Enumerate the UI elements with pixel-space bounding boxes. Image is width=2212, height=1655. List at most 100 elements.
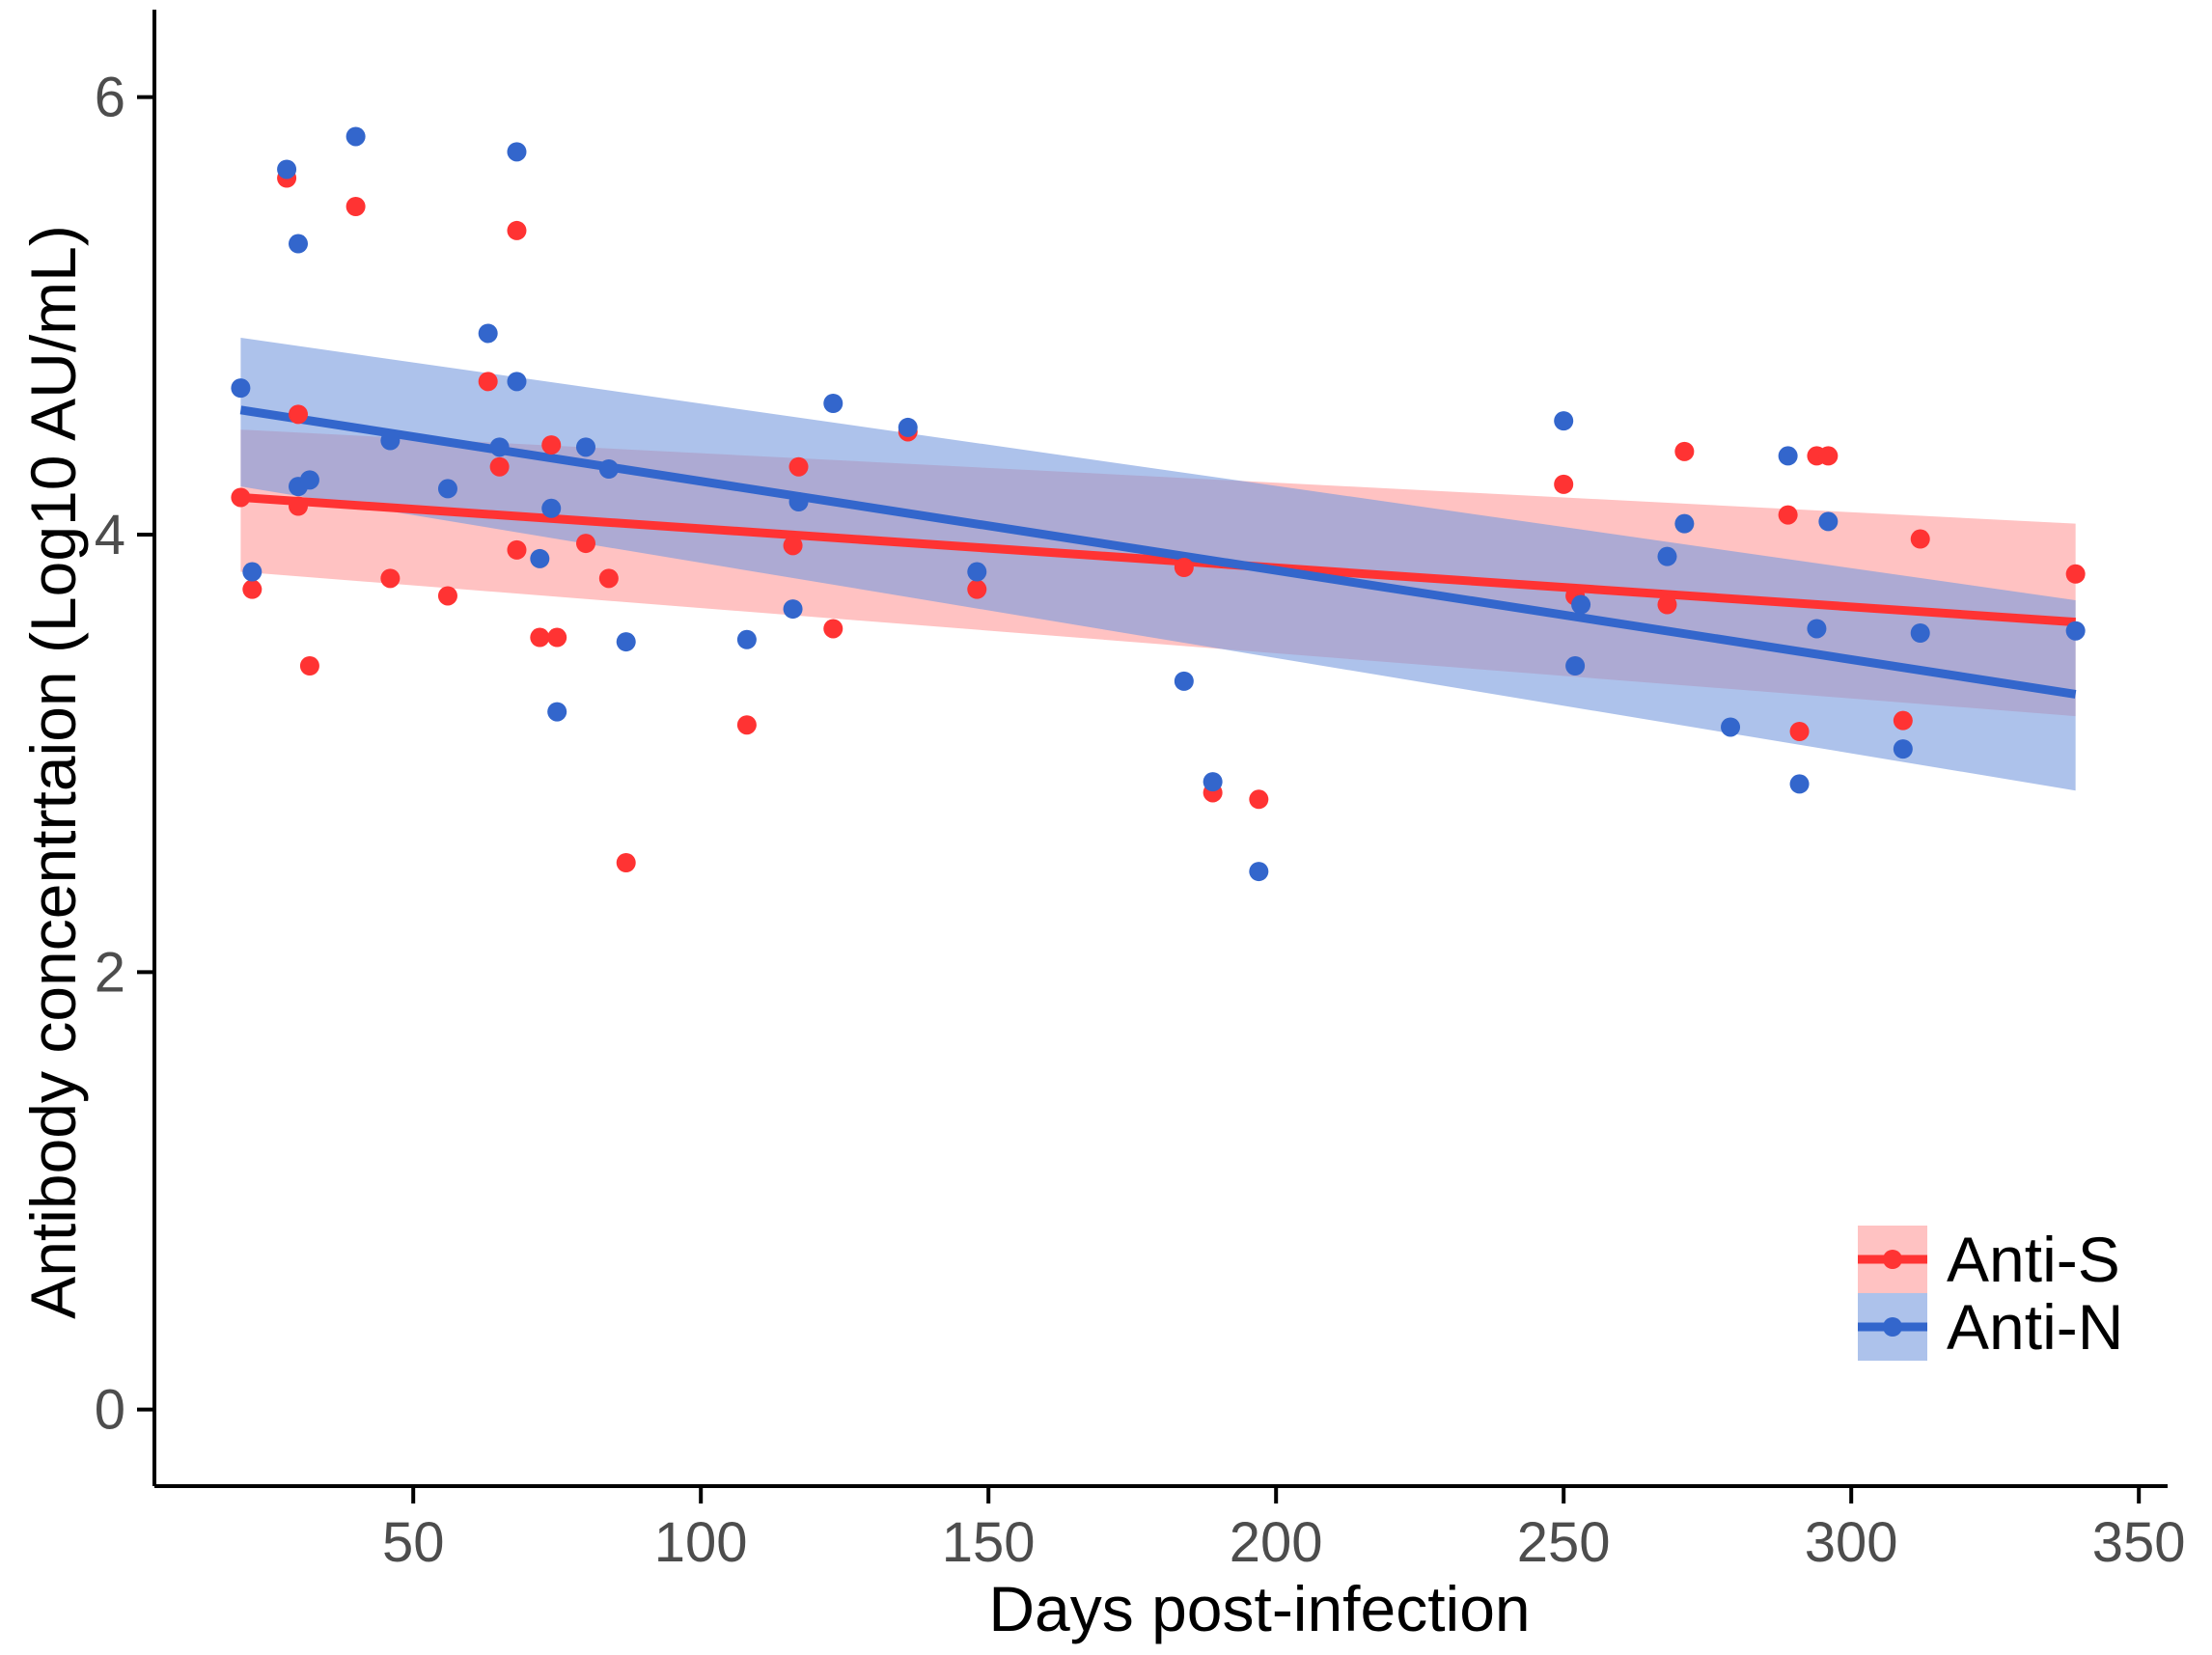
x-tick-label: 250: [1517, 1511, 1611, 1574]
point-anti-s: [736, 715, 757, 735]
point-anti-n: [346, 126, 366, 147]
point-anti-n: [530, 548, 550, 568]
y-tick-label: 4: [95, 504, 125, 566]
point-anti-n: [898, 417, 918, 437]
regression-lines: [239, 405, 2077, 699]
point-anti-n: [783, 599, 803, 620]
point-anti-n: [576, 437, 595, 457]
legend-label-anti-s: Anti-S: [1947, 1224, 2120, 1295]
point-anti-s: [289, 404, 308, 425]
axes: [152, 10, 2168, 1488]
point-anti-s: [788, 456, 809, 477]
point-anti-n: [289, 234, 308, 254]
point-anti-s: [346, 197, 366, 216]
point-anti-n: [380, 430, 401, 451]
y-axis-title: Antibody concentrtaion (Log10 AU/mL): [17, 225, 89, 1319]
point-anti-s: [289, 496, 308, 516]
point-anti-s: [478, 372, 498, 392]
point-anti-n: [788, 492, 809, 511]
point-anti-s: [1778, 505, 1798, 525]
ci-band-anti-n: [240, 338, 2076, 791]
point-anti-s: [1818, 446, 1839, 466]
point-anti-n: [1571, 594, 1591, 615]
point-anti-n: [1674, 513, 1695, 534]
point-anti-n: [541, 498, 562, 518]
x-tick-label: 150: [942, 1511, 1036, 1574]
point-anti-n: [1910, 623, 1930, 643]
point-anti-n: [1818, 511, 1839, 532]
legend-label-anti-n: Anti-N: [1947, 1291, 2123, 1363]
point-anti-n: [1789, 774, 1810, 794]
point-anti-s: [299, 656, 319, 676]
confidence-bands: [240, 338, 2076, 791]
y-tick-label: 2: [95, 941, 125, 1004]
point-anti-n: [616, 632, 636, 652]
point-anti-n: [1778, 446, 1798, 466]
point-anti-s: [967, 579, 987, 599]
point-anti-s: [1174, 558, 1194, 577]
point-anti-s: [1910, 529, 1930, 549]
x-tick-label: 300: [1805, 1511, 1898, 1574]
point-anti-s: [489, 456, 510, 477]
x-tick-label: 200: [1230, 1511, 1323, 1574]
y-tick-label: 0: [95, 1379, 125, 1442]
data-points: [231, 126, 2086, 882]
point-anti-n: [489, 437, 510, 457]
point-anti-n: [1893, 739, 1913, 759]
point-anti-s: [530, 627, 550, 648]
point-anti-s: [783, 536, 803, 556]
point-anti-s: [437, 586, 457, 606]
point-anti-n: [967, 562, 987, 582]
point-anti-s: [1789, 722, 1810, 741]
x-axis-title: Days post-infection: [988, 1573, 1530, 1644]
point-anti-s: [380, 568, 401, 589]
point-anti-n: [437, 479, 457, 499]
point-anti-s: [1657, 594, 1677, 615]
point-anti-s: [507, 539, 527, 560]
point-anti-s: [598, 568, 619, 589]
x-tick-label: 350: [2092, 1511, 2186, 1574]
point-anti-n: [1657, 546, 1677, 566]
legend-key-point-anti-n: [1883, 1317, 1902, 1337]
point-anti-s: [541, 435, 562, 455]
point-anti-n: [1565, 656, 1586, 676]
point-anti-n: [823, 394, 843, 413]
point-anti-s: [1554, 474, 1574, 494]
point-anti-n: [478, 323, 498, 344]
point-anti-n: [1721, 717, 1741, 737]
point-anti-s: [507, 220, 527, 240]
y-tick-label: 6: [95, 67, 125, 129]
point-anti-n: [1203, 772, 1223, 792]
point-anti-n: [547, 702, 567, 722]
point-anti-s: [576, 534, 595, 554]
point-anti-n: [1554, 411, 1574, 431]
point-anti-n: [1807, 619, 1827, 639]
point-anti-s: [1674, 441, 1695, 461]
point-anti-n: [242, 562, 263, 582]
point-anti-s: [2065, 564, 2086, 584]
point-anti-s: [1893, 710, 1913, 731]
x-tick-label: 50: [382, 1511, 445, 1574]
point-anti-s: [1249, 789, 1269, 810]
point-anti-n: [2065, 621, 2086, 641]
point-anti-n: [1249, 862, 1269, 882]
fit-line-anti-n: [239, 405, 2077, 699]
point-anti-s: [242, 579, 263, 599]
point-anti-n: [736, 629, 757, 649]
point-anti-n: [507, 142, 527, 162]
point-anti-n: [1174, 671, 1194, 691]
point-anti-s: [616, 853, 636, 872]
point-anti-n: [299, 470, 319, 490]
point-anti-n: [598, 459, 619, 479]
fit-line-anti-s: [240, 492, 2076, 627]
point-anti-s: [823, 619, 843, 639]
point-anti-n: [507, 372, 527, 392]
axis-ticks: 50 100 150 200 250 300 350 0 2 4 6: [95, 67, 2186, 1574]
x-tick-label: 100: [654, 1511, 748, 1574]
point-anti-s: [547, 627, 567, 648]
legend-key-point-anti-s: [1883, 1250, 1902, 1269]
point-anti-n: [231, 378, 251, 399]
